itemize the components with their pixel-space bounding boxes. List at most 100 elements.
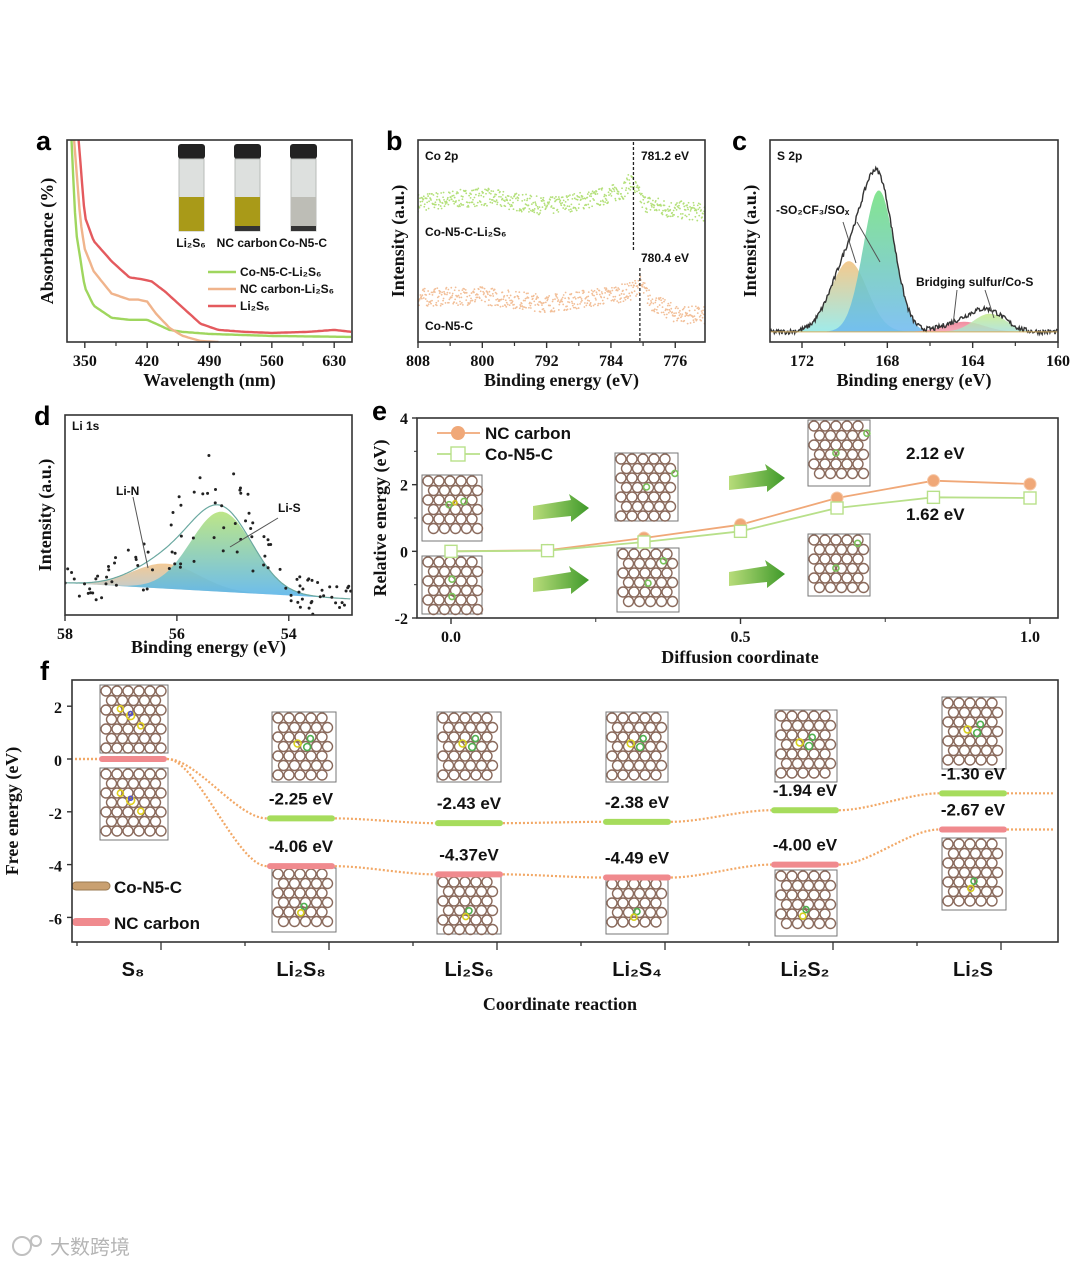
carbon-ring [149,815,162,828]
data-point [469,300,472,302]
carbon-ring [975,735,987,747]
data-point [447,203,450,206]
carbon-ring [824,738,837,751]
carbon-ring [310,877,323,890]
data-point [444,293,446,296]
data-point [608,294,611,296]
data-point [536,295,539,298]
carbon-ring [316,750,328,762]
data-point [568,301,571,304]
data-point [627,173,630,176]
carbon-ring [986,857,998,869]
structure-inset [99,684,169,754]
data-point [66,567,70,571]
carbon-ring [775,889,787,901]
carbon-ring [852,458,864,470]
carbon-ring [824,448,837,461]
carbon-ring [133,742,145,754]
data-point [511,301,513,304]
carbon-ring [628,769,640,781]
data-point [508,208,511,211]
data-point [619,301,622,303]
data-point [696,312,699,315]
carbon-ring [964,735,976,747]
data-point [545,205,548,208]
data-point [521,193,524,196]
carbon-ring [100,742,112,754]
carbon-ring [857,448,870,461]
data-point [634,279,636,282]
data-point [450,296,453,299]
carbon-ring [100,704,112,716]
data-point [482,293,485,296]
data-point [538,213,540,216]
data-point [492,190,495,193]
data-point [701,312,704,314]
data-point [669,310,672,313]
carbon-ring [459,712,471,724]
carbon-ring [650,769,662,781]
data-point [665,209,667,212]
data-point [683,205,686,208]
data-point [493,288,496,291]
data-point [583,306,586,308]
data-point [670,307,673,310]
carbon-ring [144,787,156,799]
data-point [540,197,542,199]
data-point [465,299,468,302]
carbon-ring [470,769,482,781]
carbon-ring [606,897,618,909]
data-point [114,583,118,587]
carbon-ring [437,914,449,926]
atom [795,738,805,747]
data-point [626,297,629,300]
data-point [434,203,437,206]
data-point [491,199,494,201]
data-point [698,315,701,318]
carbon-ring [433,594,445,606]
carbon-ring [628,916,640,928]
carbon-ring [438,584,451,597]
watermark-logo-icon [30,1235,42,1247]
data-point [427,303,430,306]
data-point [613,186,616,189]
data-point [462,204,465,206]
data-point [573,303,576,305]
carbon-ring [659,510,671,522]
data-point [513,303,515,306]
data-point [647,295,649,297]
transition-arrow [533,494,589,522]
carbon-ring [116,815,129,828]
data-point [701,216,704,219]
data-point [296,600,300,604]
data-point [491,287,494,290]
carbon-ring [100,723,112,735]
carbon-ring [626,453,638,465]
carbon-ring [283,887,295,899]
carbon-ring [299,896,312,909]
carbon-ring [617,712,629,724]
carbon-ring [980,706,993,719]
data-point [691,305,693,308]
data-point [685,215,688,218]
carbon-ring [464,759,477,772]
data-point [496,201,499,204]
carbon-ring [797,870,809,882]
data-point [645,208,648,210]
data-point [639,275,642,278]
data-point [460,195,463,198]
data-point [701,316,704,319]
carbon-ring [653,462,666,475]
data-point [623,296,626,299]
data-point [614,286,617,289]
data-point [634,282,637,285]
carbon-ring [305,712,317,724]
data-point [491,292,494,295]
category-label: Li₂S [953,959,993,981]
data-point [478,297,481,300]
data-point [96,574,100,578]
data-point [459,300,461,303]
carbon-ring [846,543,859,556]
carbon-ring [639,897,651,909]
data-point [439,205,442,207]
